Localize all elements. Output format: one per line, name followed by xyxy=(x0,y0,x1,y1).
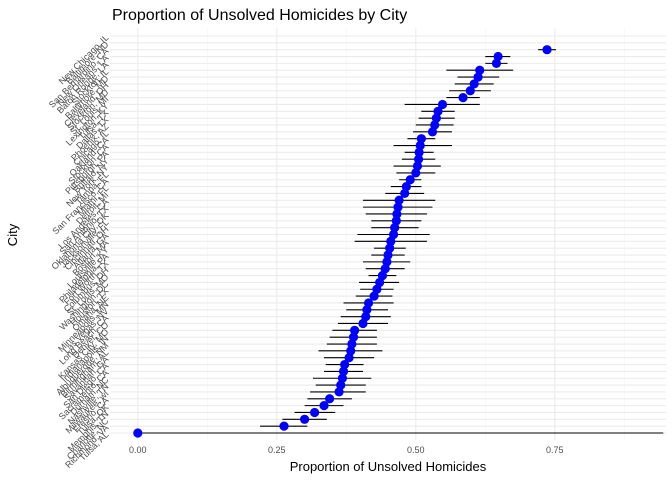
data-point xyxy=(394,195,404,205)
data-point xyxy=(542,45,552,55)
data-point xyxy=(414,147,424,157)
data-point xyxy=(319,401,329,411)
data-point xyxy=(405,175,415,185)
data-point xyxy=(416,134,426,144)
data-point xyxy=(412,161,423,171)
data-point xyxy=(437,99,448,110)
data-point xyxy=(310,407,320,418)
data-point xyxy=(401,181,411,192)
data-point xyxy=(433,106,443,116)
data-point xyxy=(415,140,425,151)
data-point xyxy=(469,79,479,89)
data-point xyxy=(337,373,348,383)
data-point xyxy=(392,209,402,219)
data-point xyxy=(393,202,403,212)
chart-title: Proportion of Unsolved Homicides by City xyxy=(112,7,407,24)
x-tick-label: 0.25 xyxy=(268,445,286,455)
data-point xyxy=(300,414,310,424)
data-point xyxy=(465,86,475,96)
data-points xyxy=(133,45,552,438)
data-point xyxy=(325,394,335,404)
data-point xyxy=(413,154,424,164)
data-point xyxy=(361,312,371,322)
data-point xyxy=(382,257,392,267)
x-tick-labels: 0.00 0.25 0.50 0.75 xyxy=(129,445,564,455)
x-axis-title: Proportion of Unsolved Homicides xyxy=(290,459,487,474)
data-point xyxy=(391,216,401,226)
data-point xyxy=(133,428,143,438)
data-point xyxy=(350,325,360,335)
x-tick-label: 0.00 xyxy=(129,445,147,455)
data-point xyxy=(493,51,503,62)
data-point xyxy=(348,332,359,342)
x-tick-label: 0.75 xyxy=(546,445,564,455)
data-point xyxy=(340,359,350,370)
data-point xyxy=(363,298,374,308)
data-point xyxy=(388,229,399,240)
y-axis-title: City xyxy=(5,223,20,246)
grid xyxy=(110,28,666,440)
data-point xyxy=(338,366,349,376)
data-point xyxy=(475,65,485,75)
data-point xyxy=(385,243,395,253)
data-point xyxy=(458,93,468,103)
data-point xyxy=(279,421,289,431)
data-point xyxy=(346,346,356,356)
x-tick-label: 0.50 xyxy=(407,445,425,455)
